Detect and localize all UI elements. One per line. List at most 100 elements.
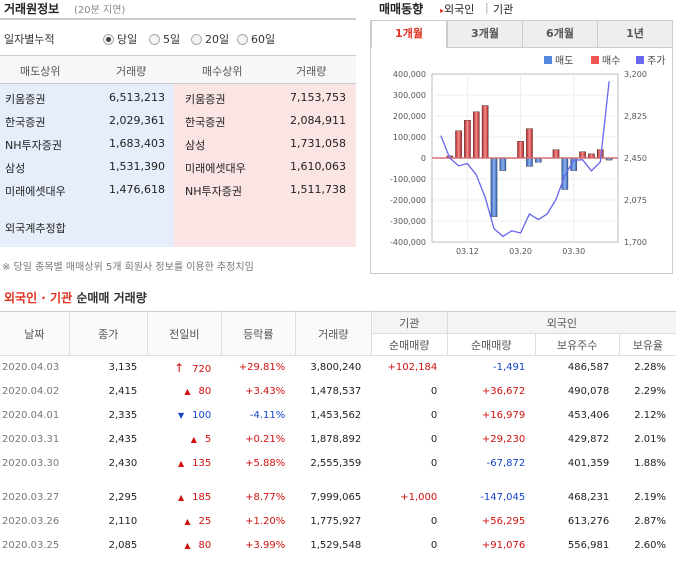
y-tick-label: 300,000	[393, 91, 426, 100]
col-foreign-net: 순매매량	[446, 333, 536, 356]
date-cell: 2020.04.03	[2, 362, 60, 374]
period-radio-5d[interactable]: 5일	[149, 31, 180, 47]
sell-broker[interactable]: 미래에셋대우	[5, 185, 66, 198]
sell-volume-header: 거래량	[116, 65, 147, 78]
period-radio-1d[interactable]: 당일	[103, 31, 137, 47]
volume-cell: 3,800,240	[310, 362, 362, 374]
inst-net-cell: 0	[430, 458, 438, 469]
foreign-net-cell: +36,672	[481, 386, 526, 397]
table-row: 2020.04.03 3,135 ↑ 720 +29.81% 3,800,240 +102,…	[0, 356, 676, 380]
volume-cell: 7,999,065	[310, 492, 362, 503]
period-label: 5일	[163, 33, 181, 46]
inst-net-cell: 0	[430, 434, 438, 445]
buy-bar	[579, 151, 586, 159]
foreign-holding-cell: 486,587	[567, 362, 610, 374]
buy-broker[interactable]: 키움증권	[185, 93, 226, 106]
y2-tick-label: 2,075	[624, 196, 647, 205]
sell-volume: 6,513,213	[109, 91, 165, 104]
table-row: 2020.03.26 2,110 ▲ 25 +1.20% 1,775,927 0 +56,29…	[0, 510, 676, 534]
filter-foreign-link[interactable]: ▸외국인	[440, 1, 474, 17]
date-cell: 2020.03.27	[2, 492, 60, 503]
period-label: 당일	[117, 33, 138, 46]
ranking-row: 한국증권 2,029,361 한국증권 2,084,911	[0, 114, 356, 137]
foreign-ratio-cell: 2.12%	[634, 410, 666, 421]
change-rate-cell: +29.81%	[238, 362, 286, 374]
group-institution: 기관	[370, 311, 448, 334]
table-row: 2020.03.30 2,430 ▲ 135 +5.88% 2,555,359 0 -67,8…	[0, 452, 676, 476]
table-row: 2020.04.01 2,335 ▼ 100 -4.11% 1,453,562 0 +16,9…	[0, 404, 676, 428]
tab-3-month[interactable]: 3개월	[447, 20, 523, 48]
change-cell: ↑ 720	[147, 356, 221, 380]
sell-broker[interactable]: NH투자증권	[5, 139, 62, 152]
ranking-row: NH투자증권 1,683,403 삼성 1,731,058	[0, 137, 356, 160]
sell-broker[interactable]: 삼성	[5, 162, 26, 175]
change-cell: ▲ 80	[147, 380, 221, 404]
up-arrow-icon: ↑	[174, 360, 185, 375]
tab-6-month[interactable]: 6개월	[522, 20, 598, 48]
tab-1-year[interactable]: 1년	[597, 20, 673, 48]
buy-volume: 1,610,063	[290, 160, 346, 173]
close-cell: 2,435	[108, 434, 138, 445]
date-cell: 2020.03.31	[2, 434, 60, 445]
change-value: 100	[192, 410, 212, 421]
filter-institution-link[interactable]: 기관	[493, 3, 514, 16]
change-rate-cell: +1.20%	[245, 516, 286, 527]
sell-volume: 1,531,390	[109, 160, 165, 173]
foreign-holding-cell: 556,981	[567, 540, 610, 551]
inst-net-cell: 0	[430, 386, 438, 397]
table-row: 2020.03.31 2,435 ▲ 5 +0.21% 1,878,892 0 +29,230…	[0, 428, 676, 452]
ranking-row: 삼성 1,531,390 미래에셋대우 1,610,063	[0, 160, 356, 183]
foreign-ratio-cell: 2.19%	[634, 492, 666, 503]
y2-tick-label: 2,825	[624, 112, 647, 121]
legend-label: 매도	[555, 56, 574, 67]
net-trading-title: 외국인 · 기관 순매매 거래량	[4, 289, 147, 306]
period-radio-20d[interactable]: 20일	[191, 31, 229, 47]
radio-icon	[103, 33, 114, 45]
table-row: 2020.03.27 2,295 ▲ 185 +8.77% 7,999,065 +1,000…	[0, 486, 676, 510]
foreign-holding-cell: 613,276	[567, 516, 610, 527]
sell-bar	[561, 157, 569, 190]
foreign-ratio-cell: 2.60%	[634, 540, 666, 551]
sell-broker[interactable]: 한국증권	[5, 116, 46, 129]
change-rate-cell: +3.99%	[245, 540, 286, 551]
foreign-holding-cell: 401,359	[567, 458, 610, 469]
close-cell: 3,135	[108, 362, 138, 374]
change-value: 185	[192, 492, 212, 503]
col-volume: 거래량	[294, 311, 372, 356]
buy-broker[interactable]: 삼성	[185, 139, 206, 152]
table-row: 2020.04.02 2,415 ▲ 80 +3.43% 1,478,537 0 +36,67…	[0, 380, 676, 404]
sell-volume: 1,476,618	[109, 183, 165, 196]
y-tick-label: -400,000	[390, 238, 426, 247]
legend-buy: 매수	[591, 52, 620, 67]
legend-swatch	[591, 55, 599, 64]
col-date: 날짜	[0, 311, 70, 356]
buy-broker[interactable]: NH투자증권	[185, 185, 242, 198]
foreign-net-cell: +91,076	[481, 540, 526, 551]
change-cell: ▼ 100	[147, 404, 221, 428]
radio-icon	[191, 33, 202, 45]
buy-volume: 1,511,738	[290, 183, 346, 196]
tab-1-month[interactable]: 1개월	[371, 20, 447, 48]
buy-broker[interactable]: 미래에셋대우	[185, 162, 246, 175]
foreign-net-cell: +16,979	[481, 410, 526, 421]
sell-volume: 1,683,403	[109, 137, 165, 150]
change-rate-cell: +0.21%	[245, 434, 286, 445]
buy-bar	[552, 149, 560, 159]
up-arrow-icon: ▲	[178, 493, 185, 502]
broker-info-title: 거래원정보	[4, 2, 60, 16]
group-foreign: 외국인	[446, 311, 676, 334]
up-arrow-icon: ▲	[184, 387, 191, 396]
foreign-ratio-cell: 2.29%	[634, 386, 666, 397]
sell-broker[interactable]: 키움증권	[5, 93, 46, 106]
y-tick-label: 400,000	[393, 70, 426, 79]
volume-cell: 1,478,537	[310, 386, 362, 397]
foreign-net-cell: +56,295	[481, 516, 526, 527]
period-radio-60d[interactable]: 60일	[237, 31, 275, 47]
buy-broker[interactable]: 한국증권	[185, 116, 226, 129]
x-tick-label: 03.20	[509, 247, 532, 256]
foreign-holding-cell: 429,872	[567, 434, 610, 445]
radio-icon	[237, 33, 248, 45]
foreign-ratio-cell: 2.01%	[634, 434, 666, 445]
change-value: 80	[198, 386, 212, 397]
y2-tick-label: 1,700	[624, 238, 647, 247]
